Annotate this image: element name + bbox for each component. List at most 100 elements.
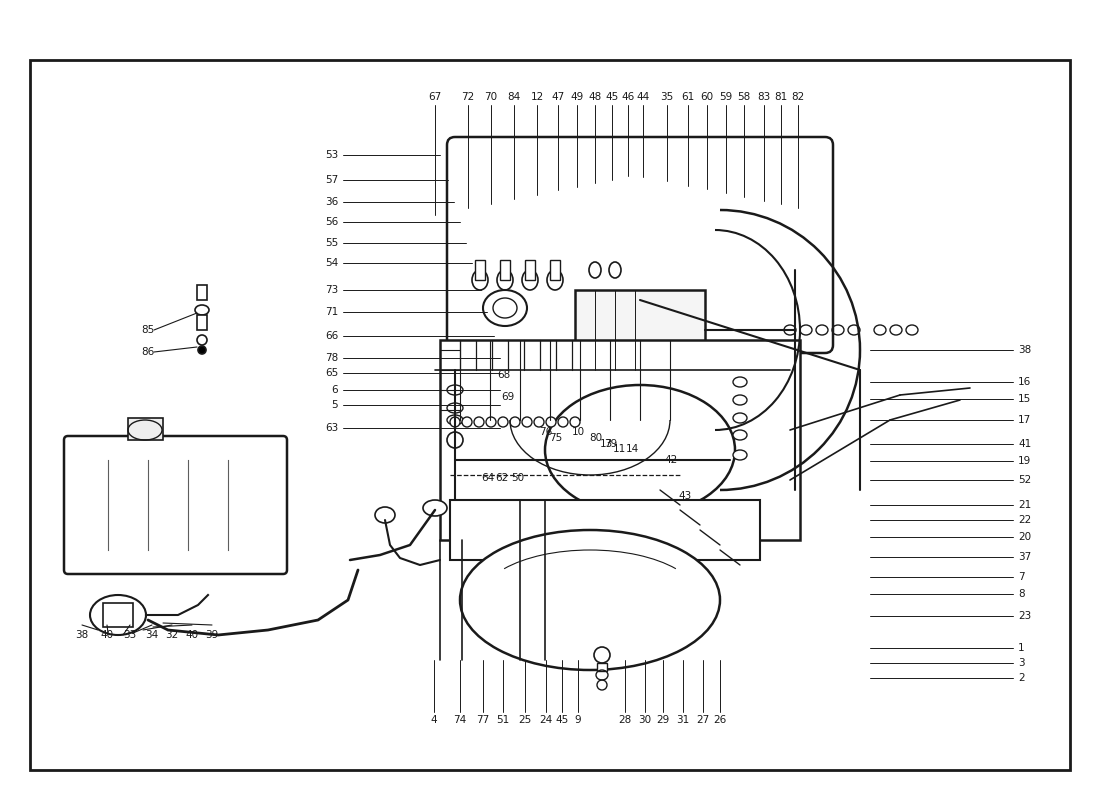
Text: 65: 65 <box>324 368 338 378</box>
Text: 7: 7 <box>1018 572 1024 582</box>
Text: 32: 32 <box>165 630 178 640</box>
Text: 33: 33 <box>123 630 136 640</box>
Text: 79: 79 <box>604 439 617 449</box>
Text: 40: 40 <box>186 630 199 640</box>
Ellipse shape <box>462 417 472 427</box>
Ellipse shape <box>447 415 463 425</box>
Text: 43: 43 <box>679 491 692 501</box>
Ellipse shape <box>733 377 747 387</box>
Ellipse shape <box>733 413 747 423</box>
Bar <box>450 500 760 560</box>
Ellipse shape <box>474 417 484 427</box>
Text: 9: 9 <box>574 715 581 725</box>
Ellipse shape <box>497 270 513 290</box>
Text: 51: 51 <box>496 715 509 725</box>
Text: 64: 64 <box>482 473 495 483</box>
Text: 44: 44 <box>637 92 650 102</box>
Text: 83: 83 <box>758 92 771 102</box>
Text: 40: 40 <box>100 630 113 640</box>
Text: 11: 11 <box>613 444 626 454</box>
Text: 22: 22 <box>1018 515 1032 525</box>
Bar <box>597 663 607 671</box>
Bar <box>475 260 485 280</box>
Bar <box>128 418 163 440</box>
Text: 60: 60 <box>701 92 714 102</box>
Ellipse shape <box>483 290 527 326</box>
Text: 50: 50 <box>512 473 525 483</box>
Text: 6: 6 <box>331 385 338 395</box>
Text: 41: 41 <box>1018 439 1032 449</box>
Ellipse shape <box>498 417 508 427</box>
Text: 81: 81 <box>774 92 788 102</box>
Text: 61: 61 <box>681 92 694 102</box>
Ellipse shape <box>733 395 747 405</box>
Bar <box>550 260 560 280</box>
Text: 4: 4 <box>431 715 438 725</box>
Text: 1: 1 <box>1018 643 1024 653</box>
Text: 35: 35 <box>660 92 673 102</box>
Text: 49: 49 <box>571 92 584 102</box>
Text: 30: 30 <box>638 715 651 725</box>
Ellipse shape <box>375 507 395 523</box>
Text: 2: 2 <box>1018 673 1024 683</box>
Ellipse shape <box>588 262 601 278</box>
Ellipse shape <box>546 417 556 427</box>
Text: 80: 80 <box>590 433 603 443</box>
Text: 5: 5 <box>331 400 338 410</box>
Text: 52: 52 <box>1018 475 1032 485</box>
Text: 84: 84 <box>507 92 520 102</box>
Text: 72: 72 <box>461 92 474 102</box>
Text: 25: 25 <box>518 715 531 725</box>
Text: 3: 3 <box>1018 658 1024 668</box>
Ellipse shape <box>450 417 460 427</box>
Bar <box>525 260 535 280</box>
Ellipse shape <box>198 346 206 354</box>
Ellipse shape <box>733 450 747 460</box>
Text: 73: 73 <box>324 285 338 295</box>
Text: 10: 10 <box>571 427 584 437</box>
Text: 15: 15 <box>1018 394 1032 404</box>
Text: 23: 23 <box>1018 611 1032 621</box>
Text: 77: 77 <box>476 715 490 725</box>
Text: 13: 13 <box>600 439 613 449</box>
Bar <box>103 603 133 627</box>
Text: 56: 56 <box>324 217 338 227</box>
Text: 27: 27 <box>696 715 710 725</box>
Text: 37: 37 <box>1018 552 1032 562</box>
Text: 58: 58 <box>737 92 750 102</box>
Bar <box>197 315 207 330</box>
Text: 71: 71 <box>324 307 338 317</box>
Ellipse shape <box>733 430 747 440</box>
Text: 75: 75 <box>549 433 562 443</box>
Text: 38: 38 <box>76 630 89 640</box>
Ellipse shape <box>486 417 496 427</box>
FancyBboxPatch shape <box>64 436 287 574</box>
Ellipse shape <box>547 270 563 290</box>
Text: 14: 14 <box>626 444 639 454</box>
Text: 47: 47 <box>551 92 564 102</box>
Text: 59: 59 <box>719 92 733 102</box>
Ellipse shape <box>197 335 207 345</box>
Text: 39: 39 <box>206 630 219 640</box>
Text: 34: 34 <box>145 630 158 640</box>
Text: 29: 29 <box>657 715 670 725</box>
Text: 63: 63 <box>324 423 338 433</box>
Ellipse shape <box>522 417 532 427</box>
Bar <box>197 285 207 300</box>
Text: 54: 54 <box>324 258 338 268</box>
Ellipse shape <box>534 417 544 427</box>
Text: 78: 78 <box>324 353 338 363</box>
Ellipse shape <box>472 270 488 290</box>
Ellipse shape <box>510 417 520 427</box>
Text: 8: 8 <box>1018 589 1024 599</box>
Ellipse shape <box>447 432 463 448</box>
Ellipse shape <box>447 403 463 413</box>
Bar <box>30 60 1070 770</box>
Text: 20: 20 <box>1018 532 1031 542</box>
Ellipse shape <box>609 262 622 278</box>
Text: 82: 82 <box>791 92 804 102</box>
Bar <box>500 260 510 280</box>
Text: 24: 24 <box>539 715 552 725</box>
Text: 74: 74 <box>453 715 466 725</box>
Text: 17: 17 <box>1018 415 1032 425</box>
